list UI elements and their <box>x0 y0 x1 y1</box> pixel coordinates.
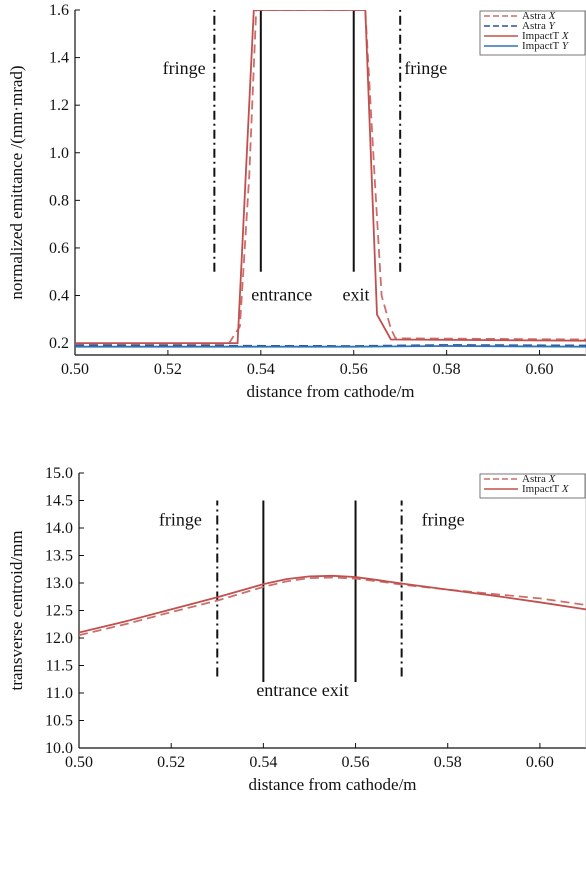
y-tick-label: 10.5 <box>45 713 73 730</box>
x-tick-label: 0.60 <box>526 754 554 771</box>
plot-area <box>75 10 586 348</box>
x-tick-label: 0.50 <box>65 754 93 771</box>
y-tick-label: 13.5 <box>45 548 73 565</box>
legend-label: ImpactT X <box>522 483 570 495</box>
plot-area <box>79 574 586 637</box>
y-tick-label: 13.0 <box>45 575 73 592</box>
y-tick-label: 12.5 <box>45 603 73 620</box>
y-tick-label: 0.4 <box>49 288 69 305</box>
y-tick-label: 11.5 <box>46 658 73 675</box>
emittance-chart: 0.50 0.52 0.54 0.56 0.58 0.60 0.2 0.4 0.6 0.8 1.0 1… <box>7 2 586 401</box>
annotation-label: exit <box>343 284 370 304</box>
y-tick-label: 1.6 <box>49 2 69 19</box>
x-tick-label: 0.50 <box>61 361 89 378</box>
y-tick-label: 11.0 <box>46 685 73 702</box>
x-tick-label: 0.56 <box>342 754 370 771</box>
y-tick-label: 1.2 <box>49 97 69 114</box>
x-tick-label: 0.54 <box>249 754 277 771</box>
centroid-chart: 0.50 0.52 0.54 0.56 0.58 0.60 10.0 10.5 11.0 11.5… <box>7 465 586 794</box>
y-tick-label: 14.5 <box>45 493 73 510</box>
y-tick-label: 10.0 <box>45 740 73 757</box>
y-tick-label: 15.0 <box>45 465 73 482</box>
legend-label: Astra X <box>522 473 557 485</box>
annotation-label: fringe <box>163 58 206 78</box>
y-axis-label: transverse centroid/mm <box>7 530 26 690</box>
legend-box <box>479 10 586 56</box>
x-tick-label: 0.60 <box>526 361 554 378</box>
annotation-label: entrance exit <box>256 680 348 700</box>
x-tick-label: 0.52 <box>157 754 185 771</box>
y-axis-label: normalized emittance /(mm·mrad) <box>7 65 26 299</box>
y-tick-label: 0.2 <box>49 335 69 352</box>
series-line-astra-x <box>79 576 586 637</box>
y-tick-label: 0.8 <box>49 192 69 209</box>
x-tick-label: 0.56 <box>340 361 368 378</box>
legend-label: ImpactT Y <box>522 40 570 52</box>
legend-box <box>479 473 586 499</box>
series-line-impactt-x <box>75 10 586 345</box>
x-axis-label: distance from cathode/m <box>248 775 416 794</box>
x-tick-label: 0.54 <box>247 361 275 378</box>
legend-label: Astra X <box>522 10 557 22</box>
annotation-label: entrance <box>251 284 312 304</box>
annotation-label: fringe <box>422 509 465 529</box>
y-tick-label: 12.0 <box>45 630 73 647</box>
x-axis-label: distance from cathode/m <box>246 382 414 401</box>
y-tick-label: 0.6 <box>49 240 69 257</box>
y-tick-label: 14.0 <box>45 520 73 537</box>
x-tick-label: 0.52 <box>154 361 182 378</box>
y-tick-label: 1.4 <box>49 50 69 67</box>
x-tick-label: 0.58 <box>433 361 461 378</box>
legend-label: ImpactT X <box>522 30 570 42</box>
annotation-label: fringe <box>159 509 202 529</box>
y-tick-label: 1.0 <box>49 145 69 162</box>
series-line-impactt-x <box>79 574 586 634</box>
annotation-label: fringe <box>404 58 447 78</box>
series-line-astra-x <box>75 10 586 346</box>
series-line-impactt-y <box>75 345 586 348</box>
x-tick-label: 0.58 <box>434 754 462 771</box>
legend-label: Astra Y <box>522 20 557 32</box>
